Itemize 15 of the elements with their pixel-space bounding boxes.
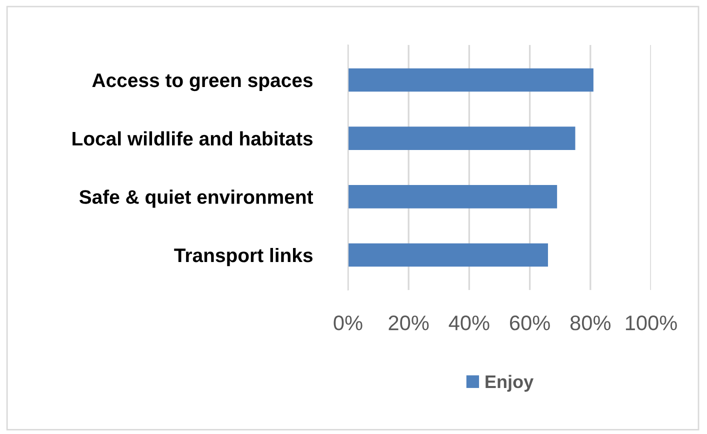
x-tick-label: 100% — [626, 316, 677, 330]
x-tick-label: 60% — [510, 316, 550, 330]
bar — [348, 243, 548, 267]
x-tick-label: 0% — [334, 316, 362, 330]
y-tick-label: Safe & quiet environment — [79, 190, 314, 208]
bar — [348, 185, 558, 208]
x-tick-label: 40% — [448, 316, 490, 330]
y-tick-label: Local wildlife and habitats — [72, 131, 313, 146]
x-tick-label: 20% — [388, 316, 429, 330]
y-tick-label: Access to green spaces — [92, 74, 312, 92]
y-tick-label: Transport links — [174, 248, 312, 266]
bar — [348, 126, 576, 150]
legend-label: Enjoy — [486, 374, 534, 392]
bar — [348, 68, 594, 92]
x-tick-label: 80% — [570, 316, 611, 330]
